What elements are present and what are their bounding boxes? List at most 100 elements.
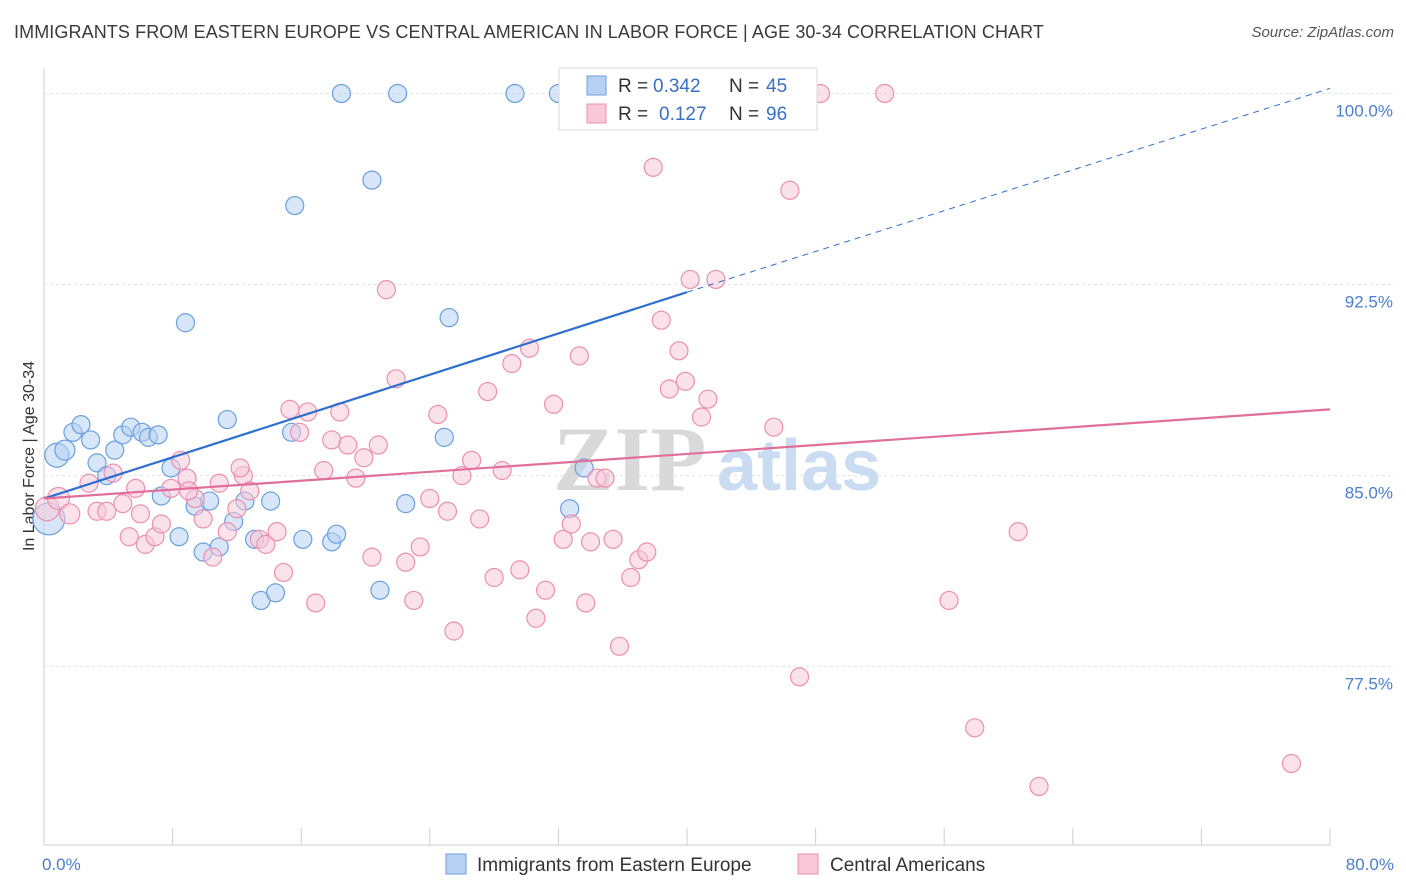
y-axis-label: In Labor Force | Age 30-34 xyxy=(21,361,38,551)
point-eastern-europe-6 xyxy=(87,453,107,473)
point-central-americans-83 xyxy=(780,180,800,200)
point-eastern-europe-5 xyxy=(81,430,101,450)
point-central-americans-38 xyxy=(362,547,382,567)
point-central-americans-95 xyxy=(130,504,151,524)
point-central-americans-84 xyxy=(789,667,810,687)
point-central-americans-90 xyxy=(1029,776,1049,797)
x-tick-label-0: 0.0% xyxy=(42,855,81,874)
legend-r-label-1: R = xyxy=(618,76,648,97)
point-eastern-europe-38 xyxy=(396,494,416,514)
point-eastern-europe-40 xyxy=(439,308,459,328)
point-central-americans-43 xyxy=(404,590,424,611)
trend-line-extension-0 xyxy=(686,87,1331,293)
point-central-americans-55 xyxy=(502,353,522,374)
point-central-americans-56 xyxy=(510,560,530,580)
point-central-americans-61 xyxy=(553,529,573,549)
point-central-americans-82 xyxy=(764,417,784,437)
point-central-americans-67 xyxy=(603,529,623,549)
point-central-americans-44 xyxy=(410,537,430,557)
point-central-americans-66 xyxy=(595,468,615,488)
point-central-americans-79 xyxy=(698,389,718,409)
point-central-americans-42 xyxy=(396,552,416,572)
gridlines xyxy=(44,92,1395,668)
point-central-americans-48 xyxy=(444,621,464,641)
point-central-americans-54 xyxy=(492,460,512,481)
point-central-americans-23 xyxy=(240,481,260,501)
point-central-americans-78 xyxy=(691,407,712,427)
point-central-americans-89 xyxy=(1008,522,1028,542)
point-central-americans-94 xyxy=(179,481,199,501)
point-eastern-europe-17 xyxy=(175,313,196,333)
point-eastern-europe-28 xyxy=(265,583,286,603)
series-legend: Immigrants from Eastern Europe Central A… xyxy=(445,853,985,876)
point-eastern-europe-4 xyxy=(71,415,91,435)
point-central-americans-88 xyxy=(965,718,985,738)
point-central-americans-35 xyxy=(338,435,358,455)
point-eastern-europe-31 xyxy=(293,529,313,549)
point-central-americans-29 xyxy=(289,422,310,442)
tick-marks xyxy=(43,828,1331,845)
legend-r-value-2: 0.127 xyxy=(659,104,707,125)
x-tick-label-1: 80.0% xyxy=(1346,855,1394,874)
watermark-atlas: atlas xyxy=(717,426,881,506)
point-central-americans-18 xyxy=(203,547,223,567)
point-central-americans-52 xyxy=(478,381,498,402)
point-central-americans-80 xyxy=(706,269,726,290)
point-central-americans-68 xyxy=(609,636,630,656)
point-central-americans-91 xyxy=(1281,753,1302,774)
chart-title: IMMIGRANTS FROM EASTERN EUROPE VS CENTRA… xyxy=(14,22,1045,42)
point-central-americans-60 xyxy=(543,394,564,414)
legend-n-value-2: 96 xyxy=(766,104,787,125)
point-central-americans-37 xyxy=(354,448,374,468)
legend-swatch-eastern-europe xyxy=(586,75,607,96)
point-central-americans-32 xyxy=(314,460,334,481)
point-central-americans-40 xyxy=(376,280,396,300)
stats-legend: R = 0.342 N = 45 R = 0.127 N = 96 xyxy=(558,67,818,131)
point-central-americans-76 xyxy=(675,371,695,391)
chart-source: Source: ZipAtlas.com xyxy=(1251,24,1394,41)
y-tick-label-0: 100.0% xyxy=(1335,101,1393,120)
trend-line-0 xyxy=(43,291,688,500)
series-legend-swatch-central-americans xyxy=(797,853,819,875)
point-central-americans-28 xyxy=(280,399,300,419)
legend-r-value-1: 0.342 xyxy=(653,76,701,97)
point-central-americans-92 xyxy=(580,532,601,552)
point-central-americans-7 xyxy=(113,494,133,514)
point-central-americans-19 xyxy=(209,473,229,493)
point-central-americans-21 xyxy=(227,499,247,519)
point-central-americans-17 xyxy=(193,509,213,529)
series-legend-label-central-americans: Central Americans xyxy=(830,855,985,876)
point-eastern-europe-36 xyxy=(370,580,390,600)
point-central-americans-51 xyxy=(470,509,490,529)
point-central-americans-53 xyxy=(484,567,504,588)
point-eastern-europe-22 xyxy=(217,409,237,430)
point-central-americans-71 xyxy=(637,542,657,562)
point-central-americans-5 xyxy=(97,501,117,521)
point-eastern-europe-33 xyxy=(326,524,347,544)
y-tick-label-2: 85.0% xyxy=(1345,484,1393,503)
point-eastern-europe-27 xyxy=(261,491,281,511)
point-eastern-europe-35 xyxy=(362,170,382,190)
point-eastern-europe-34 xyxy=(331,83,351,104)
point-central-americans-72 xyxy=(643,157,663,177)
point-eastern-europe-39 xyxy=(434,427,454,447)
point-central-americans-77 xyxy=(680,269,700,290)
point-central-americans-20 xyxy=(217,522,237,542)
point-central-americans-64 xyxy=(576,593,596,613)
point-central-americans-62 xyxy=(561,514,581,534)
y-tick-labels: 100.0% 92.5% 85.0% 77.5% xyxy=(1335,101,1393,693)
point-central-americans-74 xyxy=(659,379,679,399)
point-central-americans-2 xyxy=(59,503,81,525)
point-central-americans-58 xyxy=(526,608,546,628)
point-central-americans-86 xyxy=(875,83,895,104)
point-central-americans-93 xyxy=(230,458,250,478)
point-central-americans-12 xyxy=(151,514,171,534)
trend-lines xyxy=(43,87,1331,500)
point-central-americans-49 xyxy=(452,466,472,486)
point-central-americans-8 xyxy=(119,527,139,547)
point-central-americans-39 xyxy=(368,435,388,455)
legend-r-label-2: R = xyxy=(618,104,648,125)
point-central-americans-69 xyxy=(621,567,641,588)
point-eastern-europe-30 xyxy=(285,195,305,216)
legend-n-label-2: N = xyxy=(729,104,759,125)
